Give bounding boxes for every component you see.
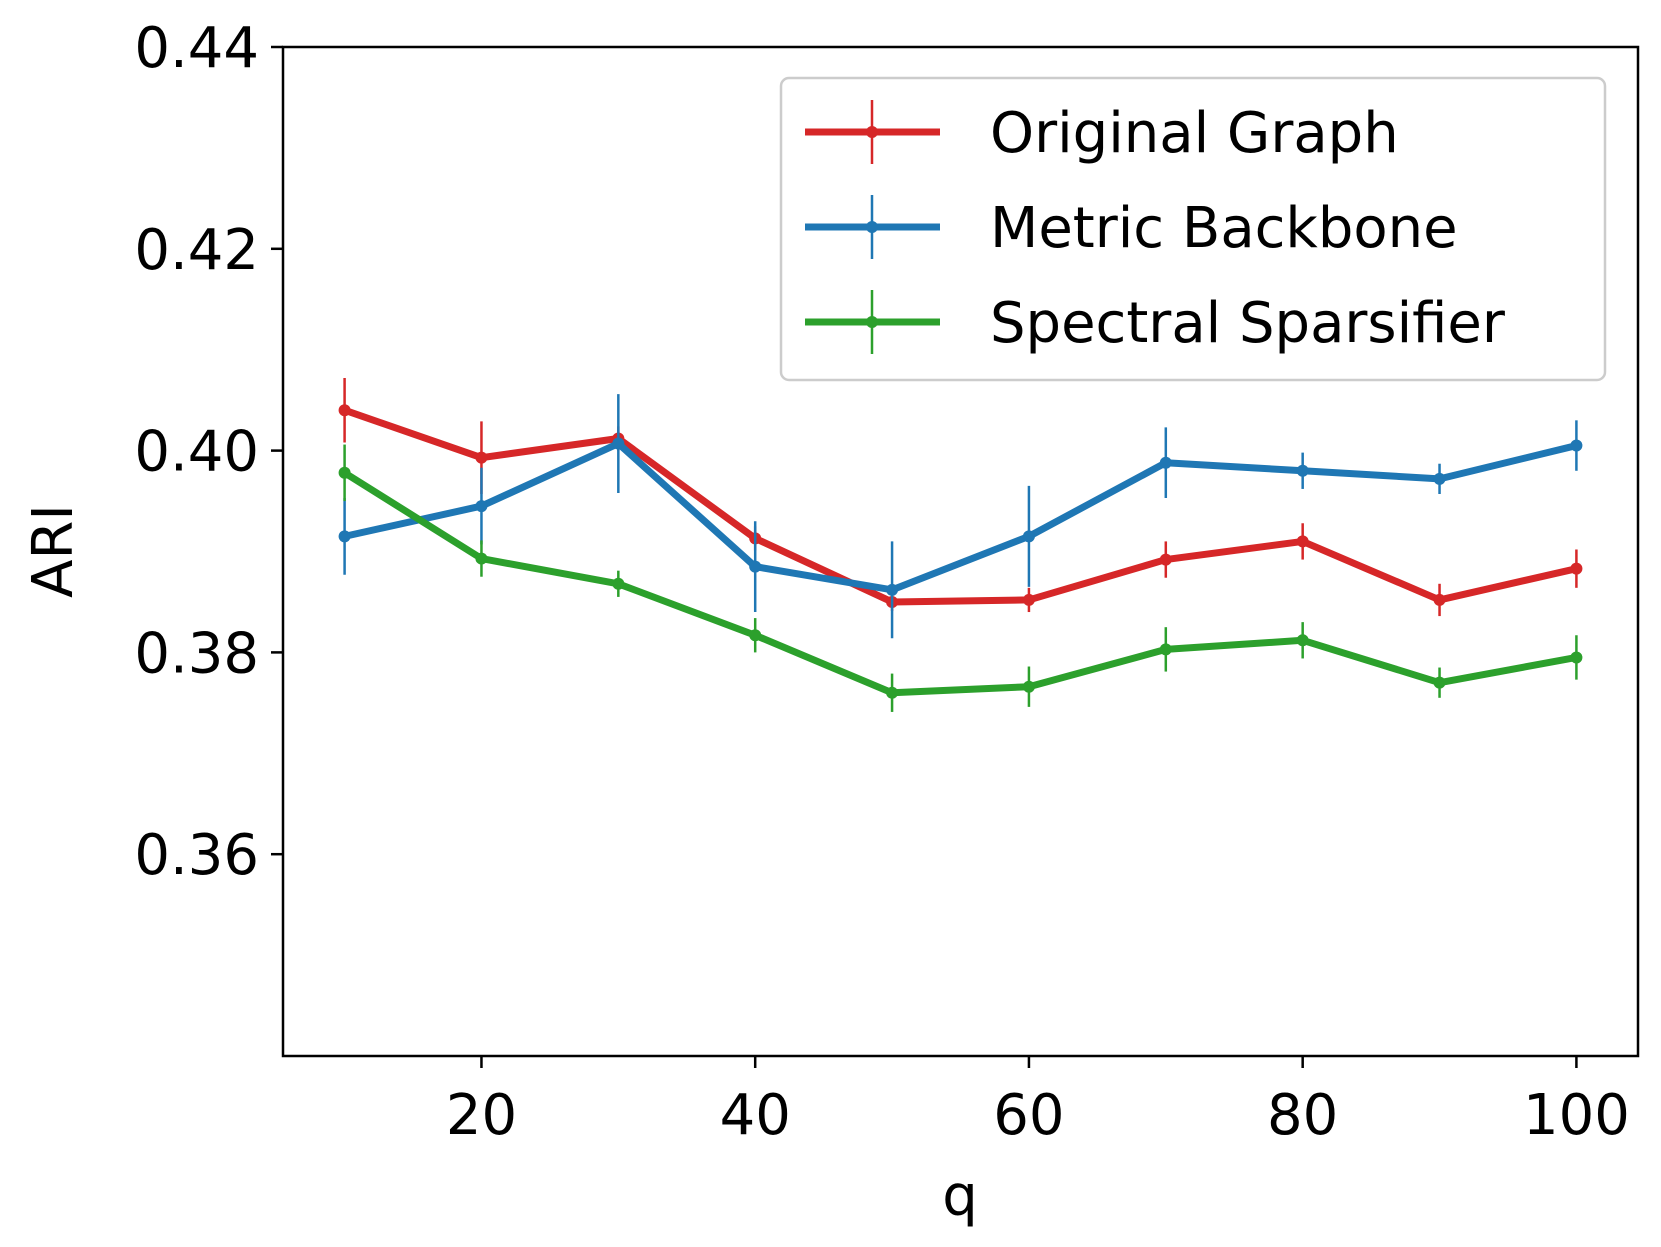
data-point <box>1296 535 1309 548</box>
data-point <box>1570 439 1583 452</box>
data-point <box>338 466 351 479</box>
legend-label: Metric Backbone <box>990 196 1458 261</box>
x-tick-label: 60 <box>993 1083 1064 1148</box>
data-point <box>1433 676 1446 689</box>
data-point <box>338 404 351 417</box>
x-tick-label: 20 <box>446 1083 517 1148</box>
y-axis: 0.36 0.38 0.40 0.42 0.44 <box>134 16 283 888</box>
data-point <box>475 451 488 464</box>
legend-swatch-marker <box>866 126 878 138</box>
data-point <box>1570 651 1583 664</box>
x-axis: 20 40 60 80 100 <box>446 1056 1630 1148</box>
series-2 <box>338 444 1583 712</box>
series-line <box>342 469 1578 697</box>
data-point <box>1159 643 1172 656</box>
x-tick-label: 40 <box>720 1083 791 1148</box>
data-point <box>338 530 351 543</box>
data-point <box>1433 472 1446 485</box>
data-point <box>475 500 488 513</box>
data-point <box>1296 464 1309 477</box>
y-tick-label: 0.44 <box>134 16 259 81</box>
legend-swatch-marker <box>866 316 878 328</box>
data-point <box>749 629 762 642</box>
data-point <box>886 583 899 596</box>
data-point <box>612 437 625 450</box>
series-layer <box>338 377 1583 712</box>
x-tick-label: 80 <box>1267 1083 1338 1148</box>
data-point <box>1022 680 1035 693</box>
legend: Original Graph Metric Backbone Spectral Sp… <box>779 76 1607 382</box>
data-point <box>475 552 488 565</box>
legend-frame <box>779 76 1607 382</box>
y-tick-label: 0.42 <box>134 218 259 283</box>
x-tick-label: 100 <box>1523 1083 1630 1148</box>
y-tick-label: 0.40 <box>134 420 259 485</box>
data-point <box>1570 562 1583 575</box>
plot-frame <box>281 45 1640 1058</box>
data-point <box>1159 553 1172 566</box>
data-point <box>749 560 762 573</box>
series-line <box>343 406 1578 606</box>
data-point <box>612 577 625 590</box>
data-point <box>1022 530 1035 543</box>
legend-label: Original Graph <box>990 101 1399 166</box>
y-tick-label: 0.36 <box>134 823 259 888</box>
data-point <box>1296 634 1309 647</box>
y-axis-label: ARI <box>21 504 86 598</box>
x-axis-label: q <box>942 1164 978 1229</box>
legend-swatch-marker <box>866 221 878 233</box>
data-point <box>1433 593 1446 606</box>
data-point <box>886 686 899 699</box>
series-line <box>343 440 1578 594</box>
series-1 <box>338 394 1583 639</box>
legend-label: Spectral Sparsifier <box>990 291 1506 356</box>
data-point <box>1022 593 1035 606</box>
data-point <box>1159 456 1172 469</box>
y-tick-label: 0.38 <box>134 621 259 686</box>
